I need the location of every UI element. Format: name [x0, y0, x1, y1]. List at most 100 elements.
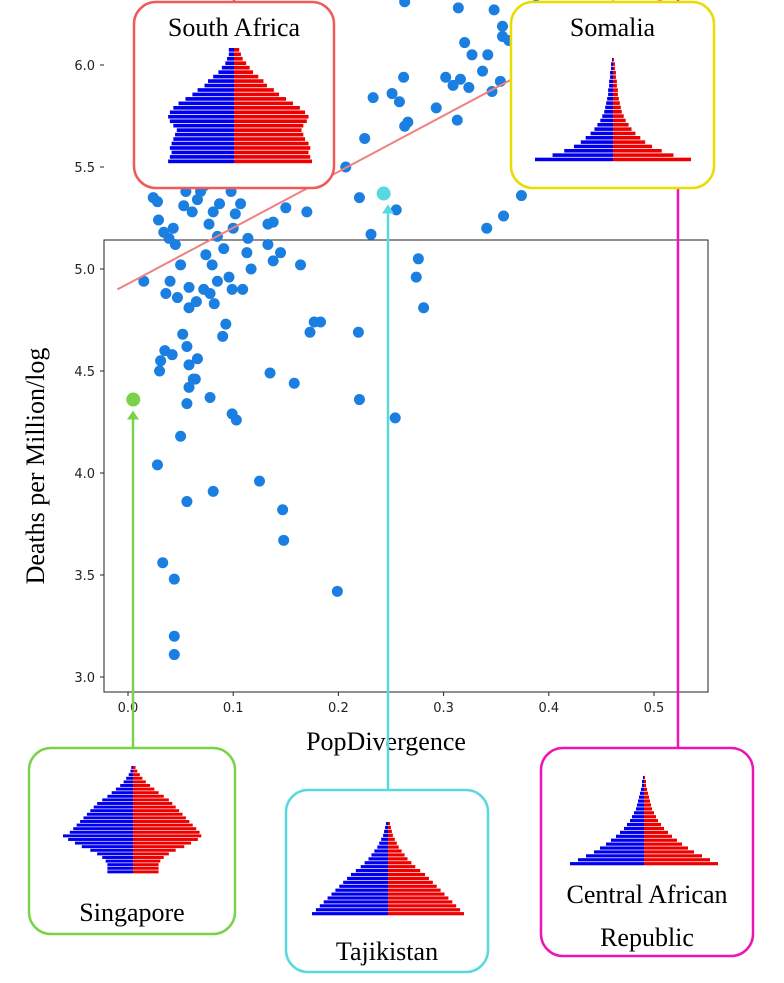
x-tick-label: 0.0: [118, 701, 139, 716]
pyramid-bar-male: [331, 892, 388, 896]
pyramid-bar-male: [74, 841, 133, 845]
pyramid-bar-male: [97, 852, 133, 856]
pyramid-bar-female: [388, 896, 449, 900]
pyramid-bar-male: [639, 795, 644, 799]
data-point: [278, 534, 290, 546]
data-point: [183, 302, 195, 314]
pyramid-bar-male: [102, 856, 133, 859]
pyramid-bar-male: [610, 75, 613, 79]
country-label: Somalia: [570, 13, 656, 42]
data-point: [235, 198, 247, 210]
pyramid-bar-male: [81, 845, 133, 849]
country-label: Central African: [567, 880, 728, 909]
pyramid-bar-male: [371, 853, 388, 857]
data-point: [267, 255, 279, 267]
pyramid-bar-female: [613, 105, 621, 110]
pyramid-bar-female: [613, 149, 662, 153]
pyramid-bar-female: [613, 58, 614, 62]
pyramid-bar-male: [168, 114, 234, 119]
pyramid-bar-female: [644, 830, 668, 834]
pyramid-bar-female: [133, 794, 164, 798]
pyramid-bar-male: [105, 859, 133, 863]
data-point: [466, 49, 478, 61]
y-tick-label: 6.0: [74, 59, 95, 74]
highlight-point: [126, 392, 141, 407]
pyramid-bar-female: [644, 826, 664, 831]
pyramid-bar-female: [613, 101, 620, 105]
pyramid-bar-female: [234, 61, 247, 66]
pyramid-bar-male: [176, 128, 234, 132]
data-point: [153, 214, 165, 226]
pyramid-bar-female: [388, 841, 397, 845]
pyramid-bar-male: [227, 56, 234, 61]
data-point: [211, 275, 223, 287]
pyramid-bar-female: [133, 838, 198, 841]
pyramid-bar-male: [323, 900, 388, 904]
pyramid-bar-male: [385, 825, 388, 830]
pyramid-bar-male: [578, 858, 644, 862]
pyramid-bar-male: [327, 896, 388, 900]
data-point: [481, 222, 493, 234]
pyramid-bar-female: [388, 825, 391, 830]
data-point: [402, 116, 414, 128]
y-tick-label: 3.0: [74, 671, 95, 686]
pyramid-bar-male: [383, 833, 388, 837]
pyramid-bar-male: [564, 149, 613, 153]
pyramid-bar-female: [234, 114, 309, 119]
country-label: South Africa: [168, 13, 301, 42]
pyramid-bar-female: [613, 153, 674, 157]
data-point: [168, 649, 180, 661]
pyramid-bar-male: [535, 157, 613, 162]
callout-south_africa: South Africa: [132, 0, 336, 190]
pyramid-bar-female: [234, 132, 304, 137]
pyramid-bar-female: [234, 56, 243, 61]
data-point: [181, 496, 193, 508]
pyramid-bar-female: [388, 849, 402, 853]
data-point: [463, 81, 475, 93]
country-label: Tajikistan: [336, 937, 438, 966]
pyramid-bar-female: [388, 869, 421, 873]
pyramid-bar-male: [107, 866, 133, 870]
data-point: [217, 330, 229, 342]
data-point: [452, 2, 464, 14]
pyramid-bar-male: [580, 140, 613, 144]
pyramid-bar-female: [133, 827, 197, 831]
pyramid-bar-female: [613, 157, 691, 162]
pyramid-bar-male: [606, 842, 644, 846]
pyramid-bar-male: [634, 811, 644, 815]
pyramid-bar-female: [644, 834, 672, 838]
pyramid-bar-female: [133, 859, 161, 863]
pyramid-bar-male: [640, 791, 644, 795]
pyramid-bar-male: [315, 908, 388, 912]
pyramid-bar-female: [388, 833, 393, 837]
pyramid-bar-female: [234, 123, 304, 128]
data-point: [190, 296, 202, 308]
y-tick-label: 4.5: [74, 365, 95, 380]
pyramid-bar-male: [126, 776, 133, 780]
data-point: [277, 504, 289, 516]
pyramid-bar-female: [234, 92, 280, 97]
pyramid-bar-male: [632, 815, 644, 819]
pyramid-bar-female: [133, 856, 164, 859]
pyramid-bar-female: [388, 857, 408, 861]
data-point: [171, 292, 183, 304]
pyramid-bar-male: [63, 834, 133, 838]
pyramid-bar-female: [644, 803, 651, 807]
data-point: [497, 20, 509, 32]
data-point: [181, 398, 193, 410]
country-label: Singapore: [79, 898, 184, 927]
data-point: [198, 283, 210, 295]
pyramid-bar-female: [388, 829, 392, 834]
pyramid-bar-female: [644, 787, 647, 791]
pyramid-bar-female: [388, 884, 437, 888]
pyramid-bar-female: [644, 799, 650, 803]
data-point: [191, 353, 203, 365]
pyramid-bar-female: [234, 106, 300, 110]
pyramid-bar-male: [608, 92, 613, 97]
data-point: [264, 367, 276, 379]
data-point: [218, 243, 230, 255]
pyramid-bar-female: [613, 131, 636, 136]
callout-boxes: South Africa Somalia Singapore Tajikistan Ce…: [27, 0, 755, 974]
pyramid-bar-male: [93, 805, 133, 809]
pyramid-bar-male: [102, 798, 133, 802]
